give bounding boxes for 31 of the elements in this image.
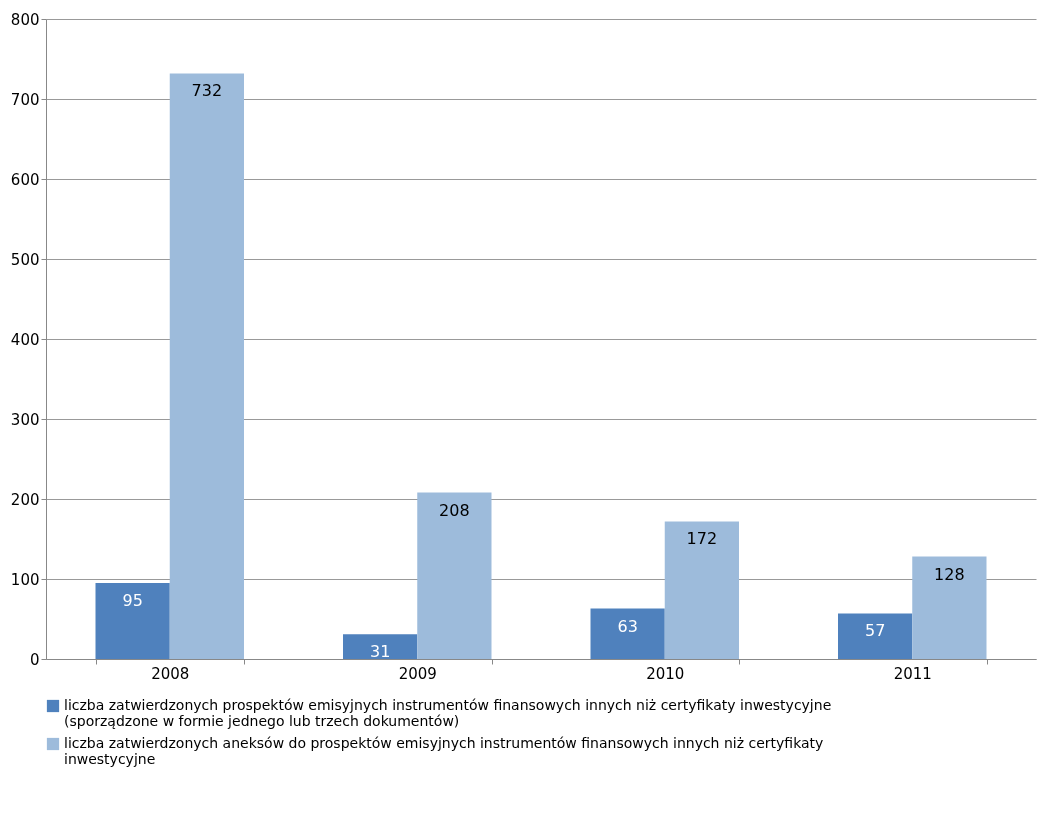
bar xyxy=(95,583,170,659)
bar xyxy=(664,521,739,659)
x-tick-label: 2008 xyxy=(151,664,190,683)
y-tick-label: 700 xyxy=(10,90,40,109)
bar xyxy=(417,492,492,659)
data-label: 128 xyxy=(934,564,965,584)
y-tick-label: 500 xyxy=(10,250,40,269)
x-tick-label: 2009 xyxy=(398,664,437,683)
y-tick-label: 200 xyxy=(10,490,40,509)
x-tick-label: 2010 xyxy=(646,664,685,683)
y-tick-label: 0 xyxy=(29,650,40,669)
legend-label: liczba zatwierdzonych prospektów emisyjnych instrumentów finansowych innych niż certyfikaty inwestycyjne (sporządzone w formie jednego lub trzech dokumentów) xyxy=(64,697,832,729)
data-label: 31 xyxy=(369,642,391,662)
x-tick-label: 2011 xyxy=(893,664,932,683)
y-tick-label: 400 xyxy=(10,330,40,349)
legend-label: liczba zatwierdzonych aneksów do prospektów emisyjnych instrumentów finansowych innych niż certyfikaty inwestycyjne xyxy=(64,735,824,767)
data-label: 732 xyxy=(191,81,223,101)
y-tick-label: 300 xyxy=(10,410,40,429)
data-label: 95 xyxy=(122,591,143,610)
bar xyxy=(169,73,244,659)
bar xyxy=(838,613,913,659)
bar xyxy=(343,634,418,659)
data-label: 57 xyxy=(864,621,886,641)
bar xyxy=(590,608,665,659)
bar xyxy=(912,556,987,659)
data-label: 208 xyxy=(439,500,470,520)
y-tick-label: 800 xyxy=(10,10,40,29)
data-label: 172 xyxy=(686,529,718,549)
y-tick-label: 100 xyxy=(10,570,40,589)
data-label: 63 xyxy=(617,616,638,636)
y-tick-label: 600 xyxy=(10,170,40,189)
